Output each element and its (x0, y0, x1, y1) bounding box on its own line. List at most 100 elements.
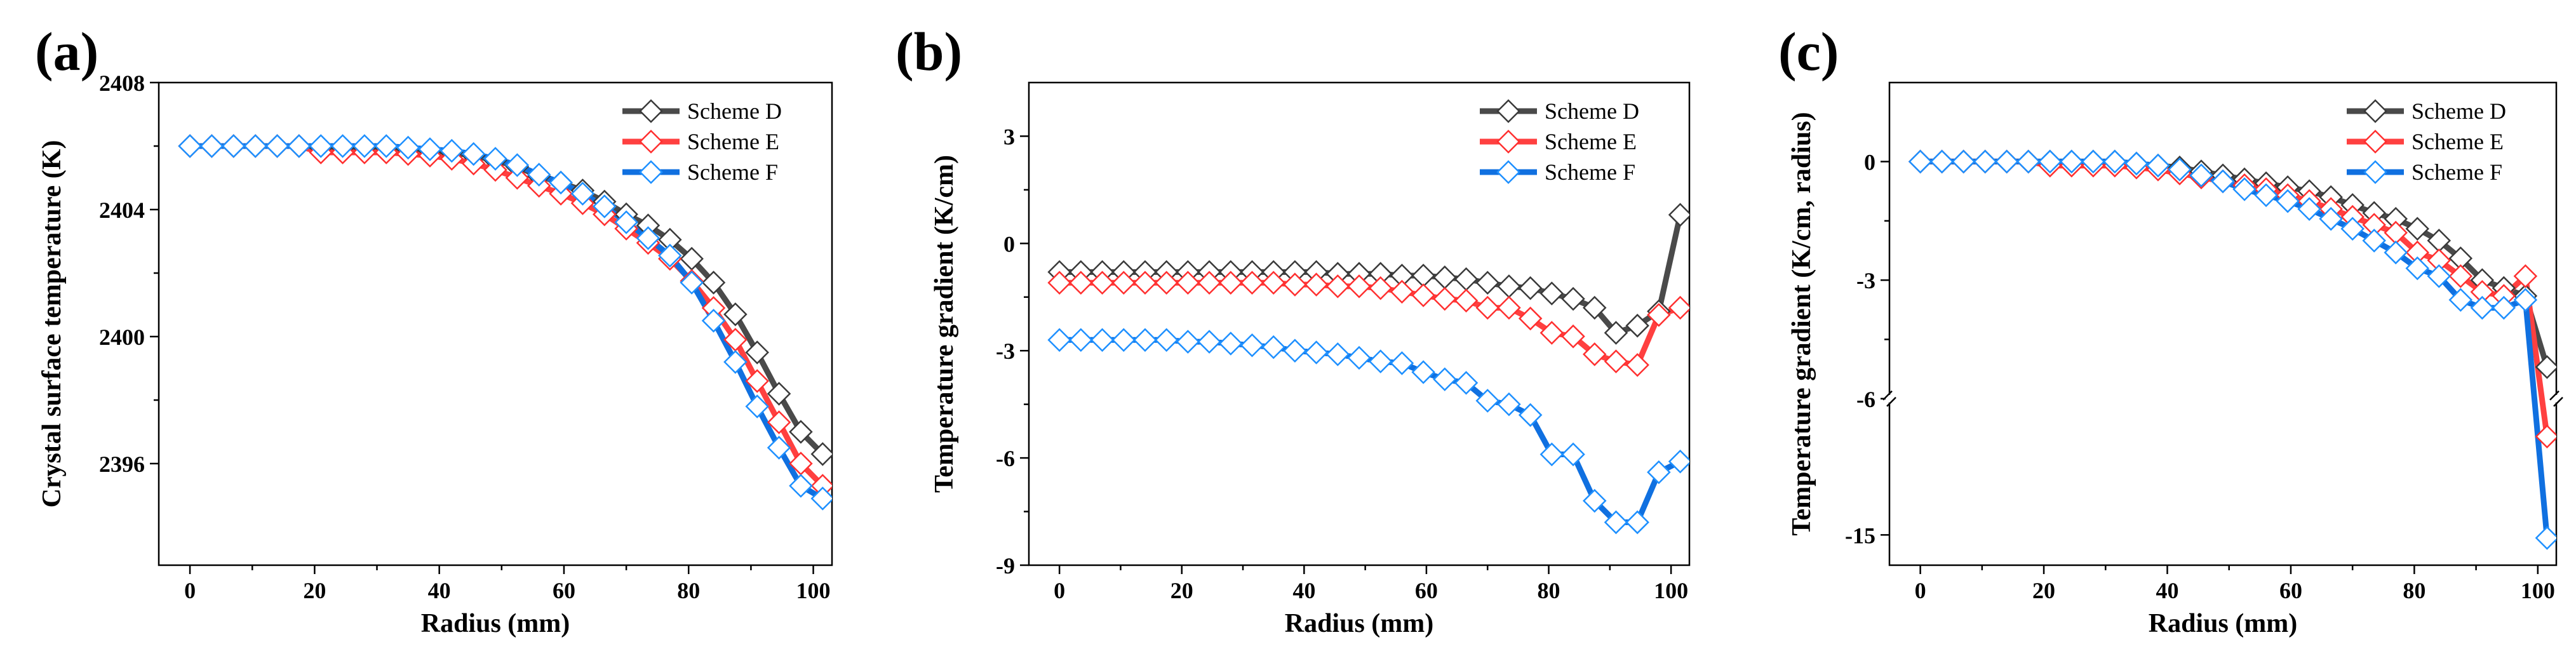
data-point-scheme-f (1219, 331, 1243, 356)
data-point-scheme-f (1047, 328, 1071, 352)
data-point-scheme-e (767, 410, 791, 434)
data-point-scheme-f (1994, 149, 2019, 174)
data-point-scheme-f (2492, 295, 2516, 320)
data-point-scheme-f (2211, 169, 2235, 194)
legend-label: Scheme E (1545, 129, 1637, 154)
x-tick-label: 40 (428, 578, 451, 603)
data-point-scheme-f (1625, 510, 1649, 535)
data-point-scheme-f (243, 134, 267, 158)
data-point-scheme-f (287, 134, 311, 158)
series-line-scheme-f (190, 143, 824, 501)
data-point-scheme-d (2405, 217, 2430, 241)
data-point-scheme-d (2535, 355, 2556, 379)
data-point-scheme-e (1090, 271, 1115, 295)
data-point-scheme-f (178, 134, 202, 158)
axis-break-gap (1886, 394, 1893, 403)
data-point-scheme-f (2470, 295, 2495, 320)
y-tick-label: -3 (996, 338, 1015, 364)
legend-marker (639, 160, 663, 184)
data-point-scheme-f (1582, 488, 1607, 513)
data-point-scheme-f (1454, 371, 1479, 395)
data-point-scheme-f (1304, 340, 1329, 365)
legend-label: Scheme F (2412, 159, 2502, 185)
data-point-scheme-f (1197, 330, 1221, 354)
y-tick-label: -6 (996, 446, 1015, 471)
legend-marker (2363, 99, 2387, 123)
plot-frame (1028, 81, 1691, 566)
data-point-scheme-e (1433, 286, 1457, 311)
data-point-scheme-f (1518, 403, 1543, 427)
data-point-scheme-f (614, 210, 638, 234)
panel-c: (c) 0 20 40 60 80 100 0 -3 -6 -15 Radius (mm) Temper… (1778, 21, 2563, 638)
x-tick-label: 40 (1292, 578, 1315, 603)
data-point-scheme-f (1090, 328, 1115, 352)
data-point-scheme-d (1561, 286, 1585, 311)
panel-label: (a) (35, 21, 98, 82)
data-point-scheme-f (1433, 367, 1457, 392)
data-point-scheme-d (810, 442, 832, 466)
data-point-scheme-f (2319, 206, 2343, 231)
data-point-scheme-f (2340, 217, 2365, 241)
data-point-scheme-f (2254, 183, 2278, 208)
data-point-scheme-f (1390, 351, 1414, 375)
data-point-scheme-f (789, 474, 813, 498)
x-tick-label: 100 (1654, 578, 1688, 603)
data-point-scheme-f (745, 394, 769, 418)
data-point-scheme-f (1668, 449, 1689, 474)
data-point-scheme-f (418, 137, 442, 161)
data-point-scheme-f (2276, 189, 2300, 213)
data-point-scheme-f (2513, 288, 2538, 312)
legend-label: Scheme D (2412, 98, 2506, 124)
data-point-scheme-f (199, 134, 224, 158)
data-point-scheme-e (1411, 283, 1435, 307)
data-point-scheme-f (1411, 360, 1435, 384)
x-axis-label: Radius (mm) (421, 609, 570, 638)
data-point-scheme-f (1561, 442, 1585, 467)
data-point-scheme-e (1325, 274, 1350, 298)
data-point-scheme-f (1347, 345, 1371, 370)
data-point-scheme-e (1219, 271, 1243, 295)
series-line-scheme-f (1920, 158, 2550, 539)
legend-marker (2363, 160, 2387, 184)
data-point-scheme-f (2016, 149, 2041, 174)
data-point-scheme-d (1433, 265, 1457, 290)
data-point-scheme-f (1647, 460, 1671, 485)
panel-label: (b) (896, 21, 962, 82)
data-point-scheme-f (1176, 330, 1200, 354)
data-point-scheme-d (1625, 314, 1649, 338)
data-point-scheme-d (1475, 271, 1499, 295)
data-point-scheme-f (2081, 149, 2105, 174)
legend-marker (1496, 160, 1520, 184)
panel-b: (b) 0 20 40 60 80 100 -9 -6 -3 0 3 Radius (mm) Temper… (896, 21, 1691, 638)
x-axis-label: Radius (mm) (2149, 609, 2298, 638)
data-point-scheme-f (2427, 264, 2452, 288)
x-tick-label: 0 (1915, 578, 1926, 603)
data-point-scheme-e (1111, 271, 1136, 295)
data-point-scheme-d (1518, 276, 1543, 300)
data-point-scheme-e (1518, 306, 1543, 331)
data-point-scheme-d (701, 271, 726, 295)
data-point-scheme-f (222, 134, 246, 158)
y-axis-label: Temperature gradient (K/cm) (930, 155, 959, 493)
data-point-scheme-e (1197, 271, 1221, 295)
x-tick-label: 80 (2403, 578, 2425, 603)
data-point-scheme-f (2103, 149, 2127, 174)
data-point-scheme-e (1347, 274, 1371, 298)
axis-break-gap (2553, 394, 2560, 403)
y-tick-label: 2400 (99, 325, 145, 350)
axis-break-mark (2549, 390, 2559, 401)
x-tick-label: 60 (2279, 578, 2302, 603)
legend-marker (1496, 99, 1520, 123)
data-point-scheme-f (1069, 328, 1093, 352)
data-point-scheme-f (483, 147, 507, 171)
data-point-scheme-d (1604, 321, 1628, 345)
data-point-scheme-f (680, 271, 704, 295)
legend-marker (2363, 130, 2387, 154)
data-point-scheme-e (1625, 352, 1649, 377)
data-point-scheme-e (1154, 271, 1179, 295)
data-point-scheme-f (1133, 328, 1157, 352)
data-point-scheme-e (1069, 271, 1093, 295)
data-point-scheme-e (1582, 342, 1607, 366)
x-tick-label: 100 (2521, 578, 2555, 603)
data-point-scheme-f (396, 135, 420, 160)
